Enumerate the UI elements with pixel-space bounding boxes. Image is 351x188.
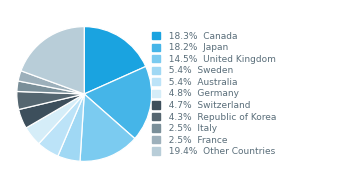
Wedge shape	[84, 27, 146, 94]
Wedge shape	[84, 67, 152, 139]
Wedge shape	[17, 81, 84, 94]
Wedge shape	[18, 71, 84, 94]
Wedge shape	[19, 94, 84, 128]
Wedge shape	[26, 94, 84, 144]
Legend:   18.3%  Canada,   18.2%  Japan,   14.5%  United Kingdom,   5.4%  Sweden,   5.4%: 18.3% Canada, 18.2% Japan, 14.5% United …	[152, 32, 277, 156]
Wedge shape	[39, 94, 84, 156]
Wedge shape	[80, 94, 135, 161]
Wedge shape	[17, 91, 84, 110]
Wedge shape	[21, 27, 84, 94]
Wedge shape	[58, 94, 84, 161]
